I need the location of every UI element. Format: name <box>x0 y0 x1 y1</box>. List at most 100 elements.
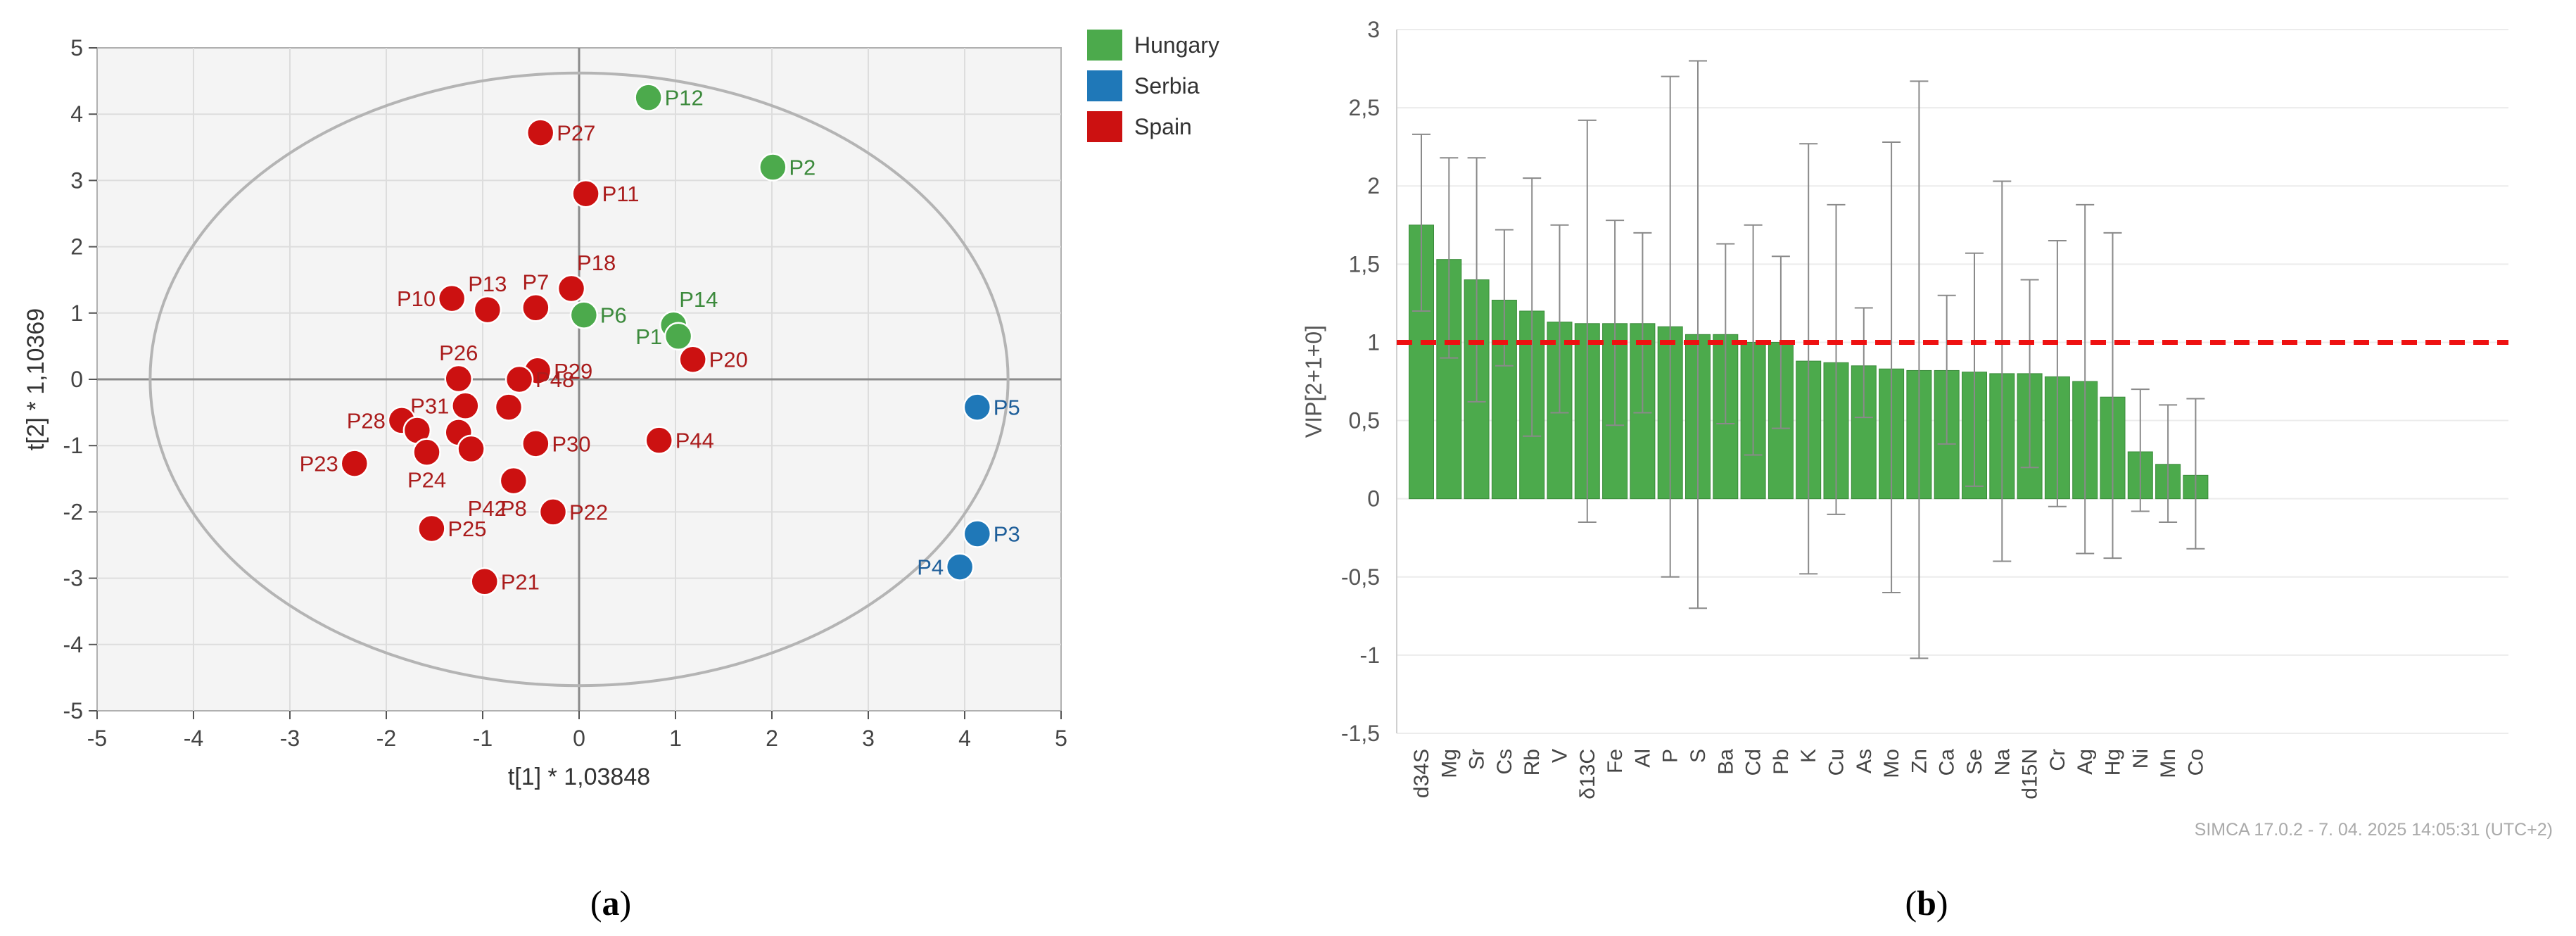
score-point-label: P6 <box>600 303 627 328</box>
caption-a: (a) <box>590 883 631 923</box>
score-plot-x-axis-label: t[1] * 1,03848 <box>508 764 650 790</box>
score-point <box>634 83 663 112</box>
vip-y-axis-label: VIP[2+1+0] <box>1301 325 1326 438</box>
score-point-label: P22 <box>569 500 608 524</box>
score-point-label: P3 <box>994 521 1020 546</box>
score-plot-legend: Hungary Serbia Spain <box>1087 30 1219 142</box>
caption-a-letter: a <box>602 883 620 923</box>
simca-footer: SIMCA 17.0.2 - 7. 04. 2025 14:05:31 (UTC… <box>2195 820 2553 840</box>
y-tick-label: 1 <box>1367 329 1380 355</box>
category-label: Cr <box>2046 749 2069 771</box>
caption-b-close: ) <box>1936 883 1948 923</box>
score-point <box>521 429 550 458</box>
score-point-label: P25 <box>448 517 486 541</box>
score-point-label: P31 <box>410 394 449 419</box>
y-tick-label: 0,5 <box>1349 408 1380 434</box>
category-label: Cs <box>1493 749 1516 775</box>
category-label: Ca <box>1936 749 1959 776</box>
score-point-label: P24 <box>407 468 446 493</box>
score-point <box>645 426 673 455</box>
category-label: Zn <box>1908 749 1931 773</box>
hotelling-t2-ellipse <box>148 71 1010 688</box>
score-point <box>678 345 707 374</box>
score-point-label: P29 <box>554 359 592 384</box>
score-point-label: P12 <box>665 86 704 110</box>
score-point-label: P28 <box>347 408 386 433</box>
score-point <box>451 391 480 420</box>
category-label: Se <box>1963 749 1986 775</box>
caption-a-open: ( <box>590 883 602 923</box>
y-tick-label: 2 <box>1367 173 1380 198</box>
score-point <box>571 179 600 208</box>
score-point <box>521 293 550 322</box>
score-point <box>526 118 555 147</box>
category-label: Ni <box>2129 749 2152 769</box>
score-point-label: P42 <box>468 496 507 521</box>
score-point <box>499 466 528 495</box>
category-label: Rb <box>1521 749 1544 776</box>
x-tick-label: 5 <box>1055 726 1067 751</box>
category-label: d34S <box>1410 749 1433 798</box>
caption-a-close: ) <box>620 883 632 923</box>
legend-label: Hungary <box>1134 32 1219 58</box>
x-tick-label: 3 <box>862 726 875 751</box>
y-tick-label: 0 <box>1367 486 1380 512</box>
score-point <box>664 322 693 351</box>
y-tick-label: 2 <box>70 234 83 260</box>
category-label: Pb <box>1770 749 1793 775</box>
score-plot-axes <box>89 47 1062 719</box>
y-tick-label: -1 <box>63 433 83 458</box>
category-label: Ag <box>2074 749 2097 775</box>
score-point <box>569 301 599 329</box>
category-label: Ba <box>1714 749 1737 775</box>
score-point-label: P30 <box>552 431 590 456</box>
score-point-label: P13 <box>468 272 507 296</box>
y-tick-label: 1 <box>70 301 83 326</box>
x-tick-label: 0 <box>573 726 585 751</box>
x-tick-label: -5 <box>87 726 107 751</box>
category-label: As <box>1853 749 1876 773</box>
score-point <box>417 514 446 543</box>
score-point-label: P23 <box>300 452 338 476</box>
score-point <box>505 365 534 394</box>
x-tick-label: -1 <box>473 726 493 751</box>
x-tick-label: 2 <box>766 726 778 751</box>
category-label: Al <box>1631 749 1654 768</box>
score-point <box>494 393 524 422</box>
category-label: Sr <box>1466 749 1489 770</box>
y-tick-label: 1,5 <box>1349 251 1380 277</box>
y-tick-label: -4 <box>63 632 83 657</box>
score-point-label: P11 <box>602 182 640 206</box>
x-tick-label: -2 <box>376 726 396 751</box>
score-point <box>412 438 441 467</box>
caption-b-open: ( <box>1905 883 1917 923</box>
category-label: Cd <box>1742 749 1765 776</box>
legend-swatch <box>1087 30 1122 61</box>
score-point <box>963 519 992 548</box>
y-tick-label: -1 <box>1360 643 1380 668</box>
score-point-label: P27 <box>557 121 595 146</box>
score-point <box>444 364 473 393</box>
category-label: P <box>1659 749 1682 763</box>
score-plot-panel: -5 -4 -3 -2 -1 0 1 2 3 4 5 5 4 3 2 1 0 -1 -2 -3 -4 -5 P12 P2 P6… <box>23 30 1219 790</box>
y-tick-label: 3 <box>70 167 83 193</box>
vip-y-tick-labels: 3 2,5 2 1,5 1 0,5 0 -0,5 -1 -1,5 <box>1341 17 1380 746</box>
category-label: Fe <box>1604 749 1627 773</box>
category-label: Mg <box>1438 749 1461 778</box>
score-point-label: P7 <box>522 270 549 294</box>
legend-label: Spain <box>1134 114 1192 139</box>
score-point <box>963 393 992 422</box>
score-point <box>473 295 502 324</box>
score-point-label: P5 <box>994 396 1020 420</box>
score-point-label: P8 <box>500 496 527 521</box>
y-tick-label: -0,5 <box>1341 564 1380 590</box>
vip-error-bars <box>1412 60 2205 659</box>
score-point <box>759 153 787 182</box>
y-tick-label: 2,5 <box>1349 95 1380 120</box>
score-point-label: P18 <box>577 251 616 275</box>
legend-label: Serbia <box>1134 73 1200 99</box>
y-tick-label: 3 <box>1367 17 1380 42</box>
